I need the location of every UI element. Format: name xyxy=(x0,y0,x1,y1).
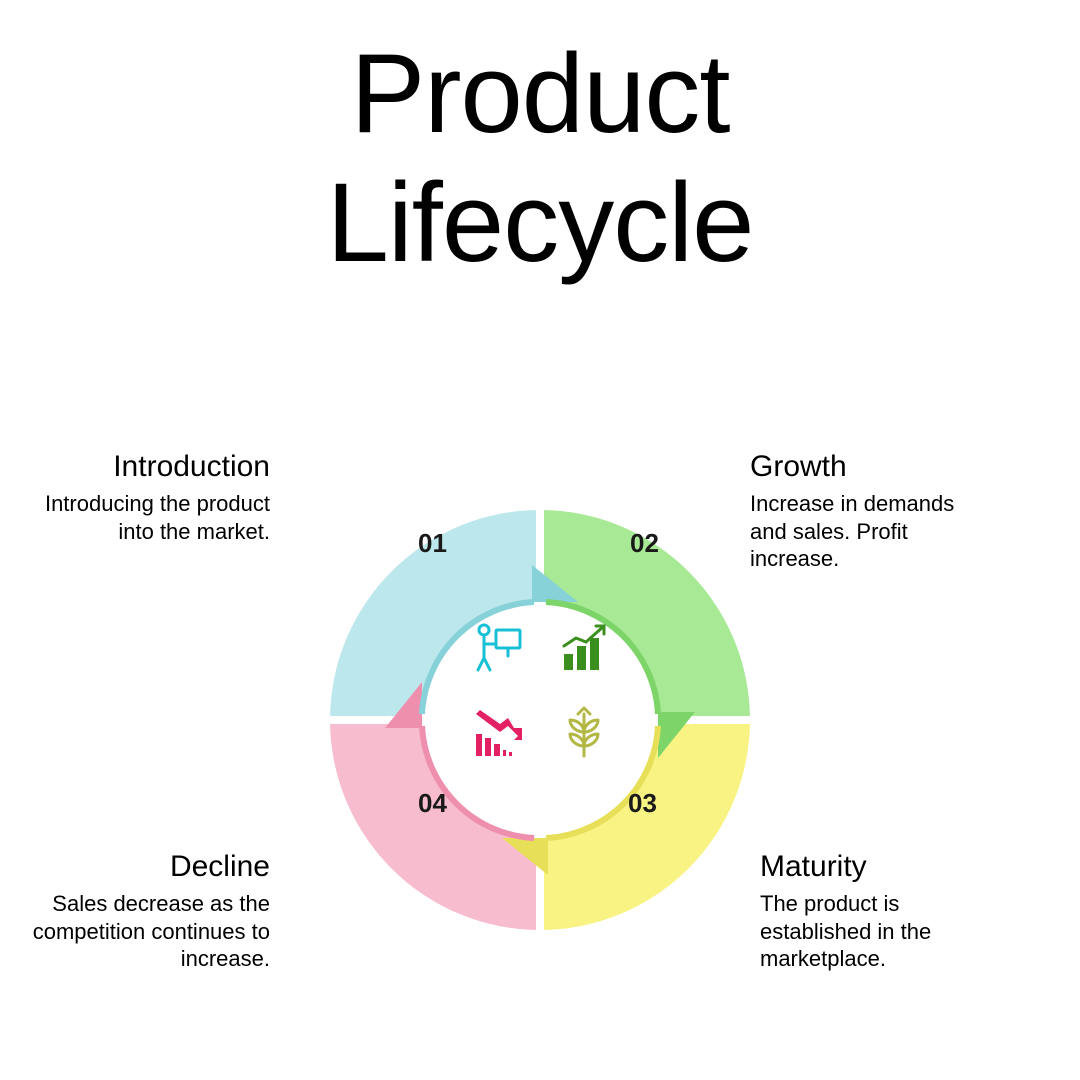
stage-text-maturity: Maturity The product is established in t… xyxy=(760,850,1000,973)
stage-desc-3: The product is established in the market… xyxy=(760,890,1000,973)
title-line-1: Product xyxy=(351,31,730,156)
stage-desc-1: Introducing the product into the market. xyxy=(30,490,270,545)
stage-text-decline: Decline Sales decrease as the competitio… xyxy=(30,850,270,973)
lifecycle-diagram: 01 02 03 04 xyxy=(40,420,1040,1020)
cycle-ring xyxy=(330,510,750,930)
stage-number-1: 01 xyxy=(418,528,447,559)
stage-number-2: 02 xyxy=(630,528,659,559)
stage-title-4: Decline xyxy=(30,850,270,884)
stage-desc-2: Increase in demands and sales. Profit in… xyxy=(750,490,990,573)
chart-down-icon xyxy=(470,706,526,762)
stage-text-growth: Growth Increase in demands and sales. Pr… xyxy=(750,450,990,573)
stage-desc-4: Sales decrease as the competition contin… xyxy=(30,890,270,973)
stage-title-2: Growth xyxy=(750,450,990,484)
stage-title-3: Maturity xyxy=(760,850,1000,884)
stage-text-introduction: Introduction Introducing the product int… xyxy=(30,450,270,545)
chart-up-icon xyxy=(556,620,612,676)
title-line-2: Lifecycle xyxy=(327,160,754,285)
stage-title-1: Introduction xyxy=(30,450,270,484)
plant-icon xyxy=(556,706,612,762)
stage-number-4: 04 xyxy=(418,788,447,819)
presentation-icon xyxy=(470,620,526,676)
stage-number-3: 03 xyxy=(628,788,657,819)
main-title: Product Lifecycle xyxy=(0,0,1080,288)
center-white-circle xyxy=(428,608,652,832)
ring-svg xyxy=(330,510,750,930)
